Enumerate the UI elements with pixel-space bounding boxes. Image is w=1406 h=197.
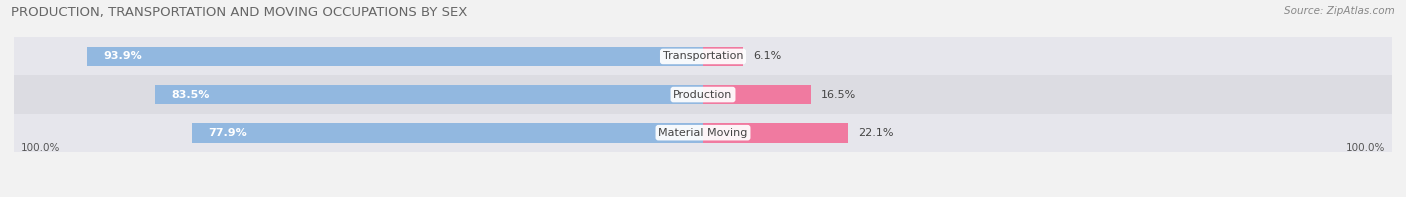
Text: PRODUCTION, TRANSPORTATION AND MOVING OCCUPATIONS BY SEX: PRODUCTION, TRANSPORTATION AND MOVING OC… <box>11 6 468 19</box>
Bar <box>14 37 1392 75</box>
Text: Production: Production <box>673 90 733 99</box>
Text: 93.9%: 93.9% <box>103 51 142 61</box>
Text: Material Moving: Material Moving <box>658 128 748 138</box>
Text: 16.5%: 16.5% <box>821 90 856 99</box>
Bar <box>703 46 742 66</box>
Bar <box>191 123 703 143</box>
Bar <box>703 123 848 143</box>
Text: 100.0%: 100.0% <box>21 142 60 152</box>
Bar <box>14 75 1392 114</box>
Bar <box>14 114 1392 152</box>
Text: Transportation: Transportation <box>662 51 744 61</box>
Text: 77.9%: 77.9% <box>208 128 247 138</box>
Text: Source: ZipAtlas.com: Source: ZipAtlas.com <box>1284 6 1395 16</box>
Text: 22.1%: 22.1% <box>858 128 893 138</box>
Text: 6.1%: 6.1% <box>752 51 782 61</box>
Bar <box>703 85 811 104</box>
Text: 100.0%: 100.0% <box>1346 142 1385 152</box>
Bar <box>155 85 703 104</box>
Text: 83.5%: 83.5% <box>172 90 209 99</box>
Bar <box>87 46 703 66</box>
